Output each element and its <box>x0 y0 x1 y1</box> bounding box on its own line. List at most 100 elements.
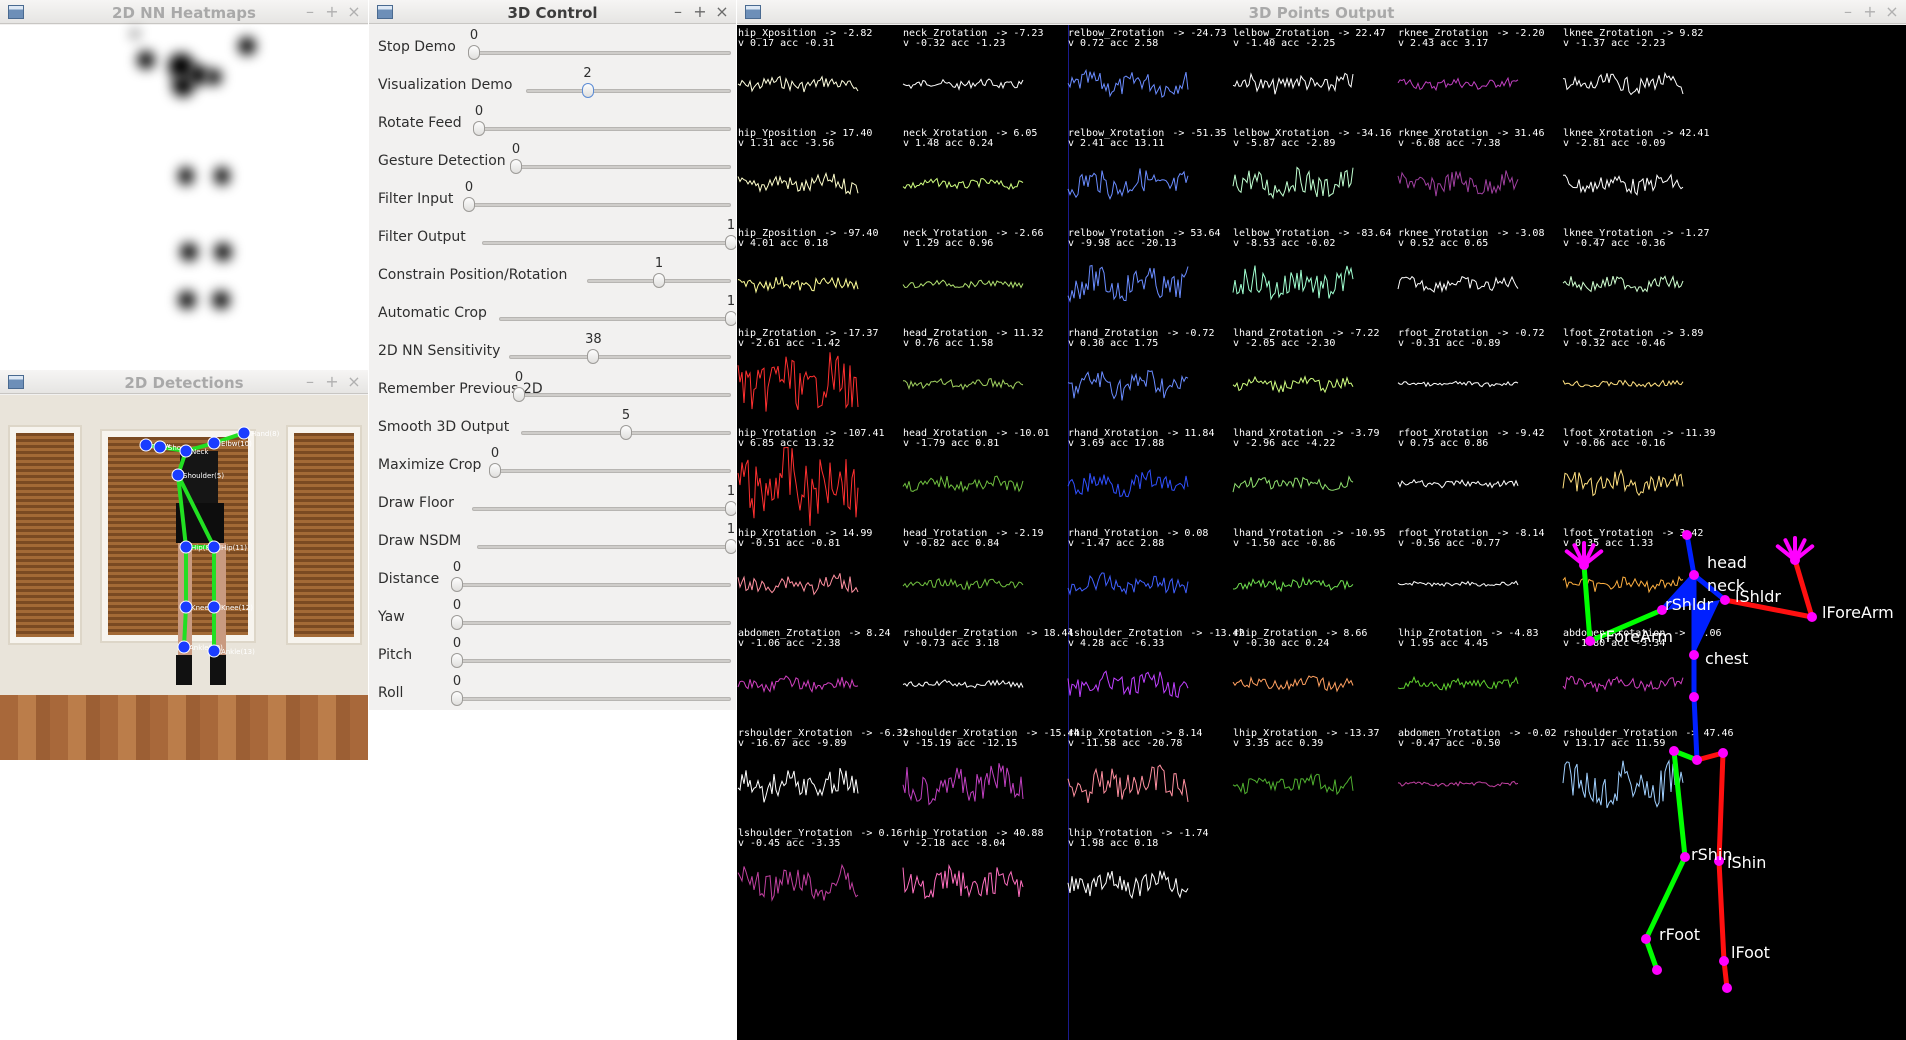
skeleton-bone <box>1691 694 1700 763</box>
slider-track[interactable] <box>472 507 731 511</box>
plot-label: lknee_Xrotation -> 42.41 v -2.81 acc -0.09 <box>1563 129 1709 149</box>
plot-name: rshoulder_Yrotation <box>1563 728 1678 739</box>
skeleton-joint <box>1689 650 1699 660</box>
skeleton-joint <box>1641 934 1651 944</box>
slider-handle[interactable] <box>468 45 480 60</box>
slider-handle[interactable] <box>463 197 475 212</box>
maximize-icon[interactable]: + <box>693 2 707 21</box>
slider-handle[interactable] <box>725 311 736 326</box>
detection-joint-label: Hip(8) <box>191 544 213 552</box>
slider-handle[interactable] <box>473 121 485 136</box>
skeleton-label-lforearm: lForeArm <box>1822 603 1894 622</box>
slider-track[interactable] <box>457 659 731 663</box>
slider-row-filter-output: Filter Output 1 <box>369 218 736 256</box>
slider-handle[interactable] <box>451 615 463 630</box>
close-icon[interactable]: × <box>715 2 729 21</box>
slider-handle[interactable] <box>451 577 463 592</box>
plot-velocity: v -2.05 acc -2.30 <box>1233 338 1336 349</box>
slider-row-draw-floor: Draw Floor 1 <box>369 484 736 522</box>
slider-value: 1 <box>726 218 736 233</box>
plot-trace <box>1232 773 1354 796</box>
plot-velocity: v -2.96 acc -4.22 <box>1233 438 1336 449</box>
close-icon[interactable]: × <box>1885 2 1899 21</box>
skeleton-joint <box>1585 636 1595 646</box>
plot-velocity: v -5.87 acc -2.89 <box>1233 138 1336 149</box>
skeleton-joint <box>1714 856 1724 866</box>
plot-velocity: v -6.08 acc -7.38 <box>1398 138 1501 149</box>
slider-label: Remember Previous 2D <box>378 381 543 397</box>
detections-titlebar[interactable]: 2D Detections – + × <box>0 370 368 394</box>
detection-joint-label: lElbw(10) <box>219 440 252 448</box>
slider-handle[interactable] <box>489 463 501 478</box>
skeleton-joint <box>1669 746 1679 756</box>
slider-label: Yaw <box>378 609 405 625</box>
slider-track[interactable] <box>499 317 731 321</box>
slider-handle[interactable] <box>581 83 594 98</box>
motion-plots <box>737 68 1684 902</box>
plot-value: -> 9.82 <box>1661 28 1704 39</box>
window-app-icon <box>8 375 24 389</box>
plot-value: -> 20.06 <box>1673 628 1721 639</box>
plot-name: rhip_Yrotation <box>903 828 988 839</box>
room-window-right <box>286 425 362 645</box>
slider-row-stop-demo: Stop Demo 0 <box>369 28 736 66</box>
slider-handle[interactable] <box>510 159 522 174</box>
slider-handle[interactable] <box>451 691 463 706</box>
slider-handle[interactable] <box>587 349 600 364</box>
slider-track[interactable] <box>519 393 731 397</box>
plot-trace <box>902 177 1024 191</box>
maximize-icon[interactable]: + <box>325 372 339 391</box>
3d-skeleton <box>1564 530 1817 993</box>
window-title: 3D Control <box>507 4 598 22</box>
slider-track[interactable] <box>457 697 731 701</box>
plot-trace <box>902 78 1024 91</box>
slider-handle[interactable] <box>725 501 736 516</box>
plot-velocity: v 4.01 acc 0.18 <box>738 238 829 249</box>
slider-track[interactable] <box>495 469 731 473</box>
slider-track[interactable] <box>482 241 731 245</box>
slider-track[interactable] <box>479 127 731 131</box>
slider-track[interactable] <box>477 545 731 549</box>
timeline-divider <box>1068 25 1069 1040</box>
slider-handle[interactable] <box>451 653 463 668</box>
output-titlebar[interactable]: 3D Points Output – + × <box>737 0 1906 24</box>
plot-value: -> -2.19 <box>995 528 1044 539</box>
slider-handle[interactable] <box>725 235 736 250</box>
slider-row-draw-nsdm: Draw NSDM 1 <box>369 522 736 560</box>
plot-value: -> 14.99 <box>824 528 873 539</box>
plot-name: rshoulder_Xrotation <box>738 728 853 739</box>
minimize-icon[interactable]: – <box>306 2 314 21</box>
close-icon[interactable]: × <box>347 2 361 21</box>
close-icon[interactable]: × <box>347 372 361 391</box>
minimize-icon[interactable]: – <box>674 2 682 21</box>
heatmaps-titlebar[interactable]: 2D NN Heatmaps – + × <box>0 0 368 24</box>
slider-track[interactable] <box>474 51 731 55</box>
slider-track[interactable] <box>509 355 731 359</box>
plot-value: -> 0.16 <box>860 828 903 839</box>
plot-velocity: v 0.72 acc 2.58 <box>1068 38 1159 49</box>
slider-track[interactable] <box>457 621 731 625</box>
plot-velocity: v 6.85 acc 13.32 <box>738 438 835 449</box>
plot-trace <box>1232 72 1354 95</box>
minimize-icon[interactable]: – <box>1844 2 1852 21</box>
slider-handle[interactable] <box>513 387 525 402</box>
plot-value: -> -10.01 <box>995 428 1050 439</box>
minimize-icon[interactable]: – <box>306 372 314 391</box>
slider-value: 0 <box>514 370 524 385</box>
plot-velocity: v -0.56 acc -0.77 <box>1398 538 1501 549</box>
slider-handle[interactable] <box>725 539 736 554</box>
plot-label: rfoot_Zrotation -> -0.72 v -0.31 acc -0.89 <box>1398 329 1544 349</box>
slider-track[interactable] <box>469 203 731 207</box>
control-titlebar[interactable]: 3D Control – + × <box>369 0 736 24</box>
slider-label: Automatic Crop <box>378 305 487 321</box>
slider-track[interactable] <box>526 89 731 93</box>
slider-label: Rotate Feed <box>378 115 462 131</box>
slider-track[interactable] <box>457 583 731 587</box>
plot-trace <box>1397 380 1519 388</box>
maximize-icon[interactable]: + <box>1863 2 1877 21</box>
slider-track[interactable] <box>516 165 731 169</box>
slider-handle[interactable] <box>653 273 665 288</box>
plot-label: lelbow_Xrotation -> -34.16 v -5.87 acc -2.… <box>1233 129 1392 149</box>
maximize-icon[interactable]: + <box>325 2 339 21</box>
slider-handle[interactable] <box>620 425 632 440</box>
